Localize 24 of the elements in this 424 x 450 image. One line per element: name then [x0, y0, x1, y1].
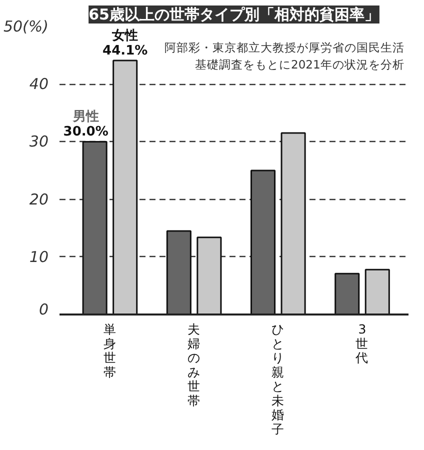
series-label: 男性 — [72, 110, 99, 125]
y-tick-label: 50(%) — [3, 18, 49, 36]
y-tick-label: 40 — [29, 75, 49, 94]
x-tick-label: 夫婦のみ世帯 — [188, 322, 201, 408]
annotation: 阿部彩・東京都立大教授が厚労省の国民生活基礎調査をもとに2021年の状況を分析 — [164, 40, 404, 72]
bar — [280, 132, 306, 314]
bar — [364, 268, 390, 314]
bar — [196, 236, 222, 314]
bar — [82, 140, 108, 314]
y-tick-label: 30 — [29, 132, 49, 151]
bar — [166, 230, 192, 314]
bar — [334, 272, 360, 314]
x-tick-label: ひとり親と未婚子 — [272, 322, 285, 436]
y-tick-label: 10 — [29, 248, 49, 266]
bar — [250, 170, 276, 314]
bar — [112, 60, 138, 314]
data-label: 44.1% — [102, 43, 148, 58]
x-tick-label: 3世代 — [354, 322, 369, 365]
x-tick-label: 単身世帯 — [103, 322, 116, 380]
y-tick-label: 0 — [38, 300, 49, 318]
series-label: 女性 — [111, 28, 138, 44]
data-label: 30.0% — [63, 124, 108, 140]
chart-title: 65歳以上の世帯タイプ別「相対的貧困率」 — [88, 6, 380, 24]
y-tick-label: 20 — [29, 190, 49, 208]
